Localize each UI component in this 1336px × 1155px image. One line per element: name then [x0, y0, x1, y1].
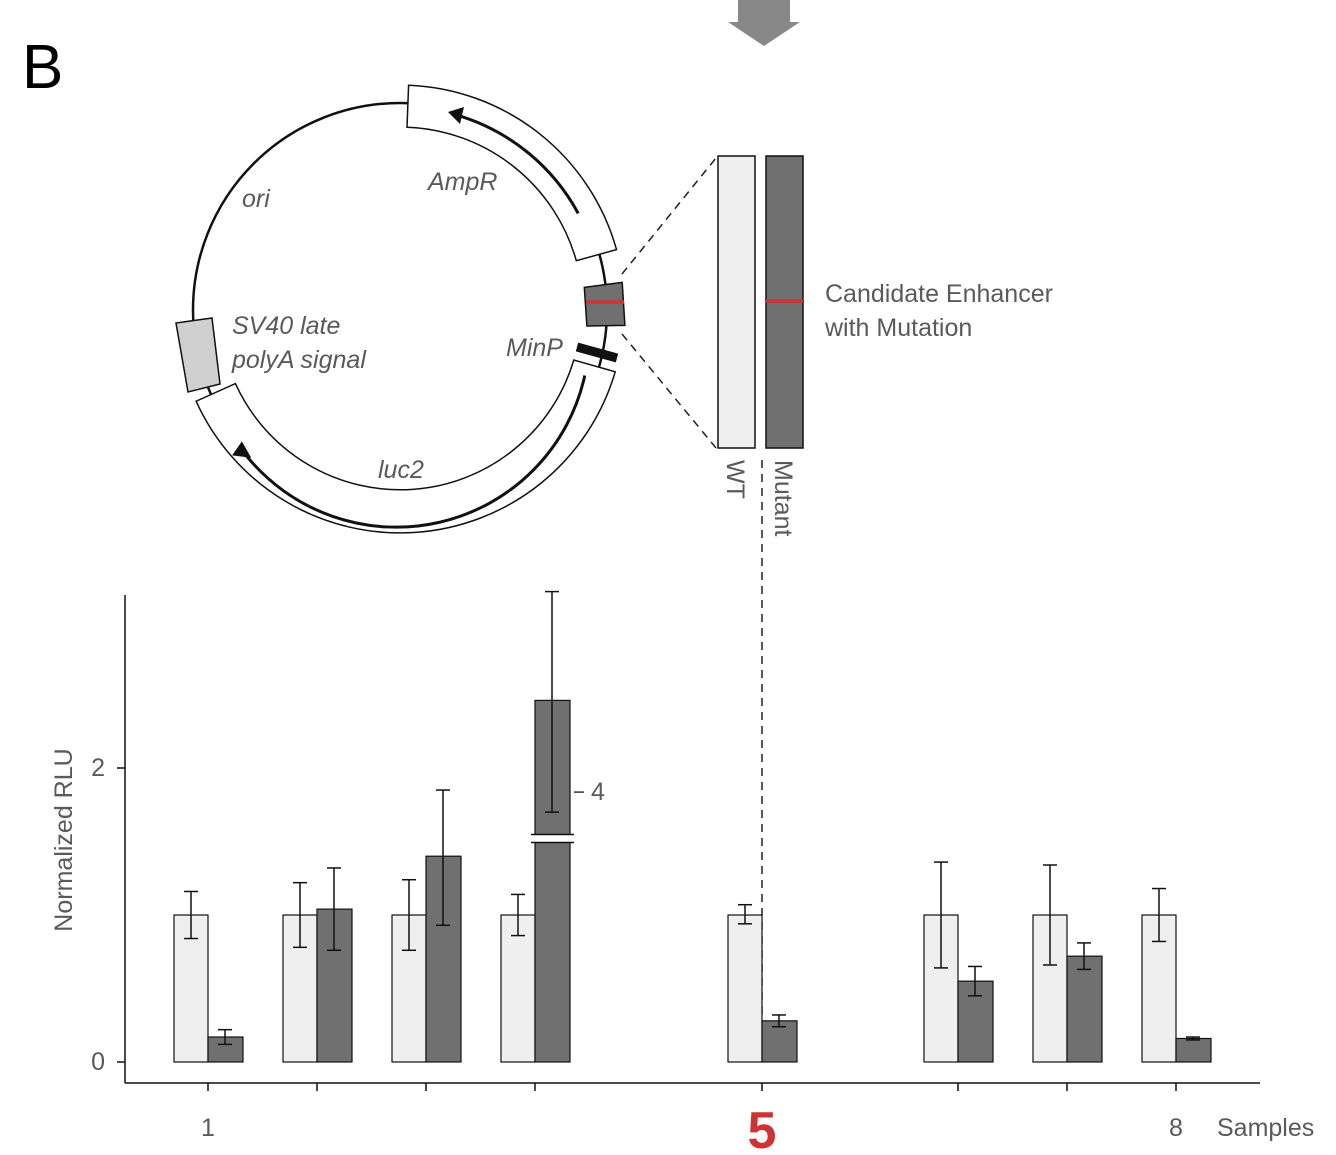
zoom-line-bottom	[621, 333, 717, 449]
down-arrow-icon	[728, 0, 800, 46]
zoom-line-top	[621, 157, 717, 275]
x-tick-label-sample-8: 8	[1169, 1114, 1183, 1142]
enhancer-label-line2: with Mutation	[824, 314, 972, 342]
sv40-label-line1: SV40 late	[232, 312, 340, 340]
enhancer-insert	[583, 281, 626, 327]
wt-bar-sample-5	[727, 914, 763, 1063]
wt-enhancer-bar	[717, 155, 756, 449]
sv40-polya-box	[175, 317, 221, 393]
enhancer-zoom: Candidate Enhancer with Mutation WT Muta…	[621, 155, 1053, 1062]
panel-label: B	[22, 33, 63, 102]
wt-bar-sample-4	[500, 914, 536, 1063]
x-tick-label-sample-1: 1	[201, 1114, 215, 1142]
ampr-label: AmpR	[426, 168, 497, 196]
luc2-arrowhead-icon	[232, 441, 252, 458]
axis-break-gap	[531, 834, 574, 843]
y-tick-label: 0	[91, 1048, 105, 1076]
ampr-arrow-line	[461, 115, 580, 215]
luc2-arrow-line	[243, 375, 587, 529]
y-tick-label: 2	[91, 754, 105, 782]
mutant-bar-sample-8	[1175, 1037, 1212, 1063]
ampr-gene-box	[406, 84, 618, 262]
mutant-bar-sample-7	[1066, 955, 1103, 1063]
wt-label: WT	[721, 460, 749, 499]
minp-bar	[575, 342, 619, 363]
sv40-label-line2: polyA signal	[231, 346, 367, 374]
x-tick-label-sample-5: 5	[748, 1102, 777, 1155]
y-axis-label: Normalized RLU	[50, 748, 78, 931]
axis-break-label: 4	[591, 778, 605, 806]
enhancer-label-line1: Candidate Enhancer	[825, 280, 1053, 308]
mutant-bar-sample-5	[761, 1020, 798, 1063]
ori-label: ori	[242, 185, 271, 213]
mutant-label: Mutant	[769, 460, 797, 536]
wt-bar-sample-1	[173, 914, 209, 1063]
rlu-bar-chart: Normalized RLU Samples 0 2 1 4 5 8	[50, 590, 1314, 1155]
plasmid-map: ori AmpR SV40 late polyA signal MinP luc…	[175, 84, 626, 534]
x-axis-label: Samples	[1217, 1114, 1314, 1142]
luc2-label: luc2	[378, 456, 424, 484]
minp-label: MinP	[506, 334, 563, 362]
ampr-arrowhead-icon	[448, 107, 464, 124]
